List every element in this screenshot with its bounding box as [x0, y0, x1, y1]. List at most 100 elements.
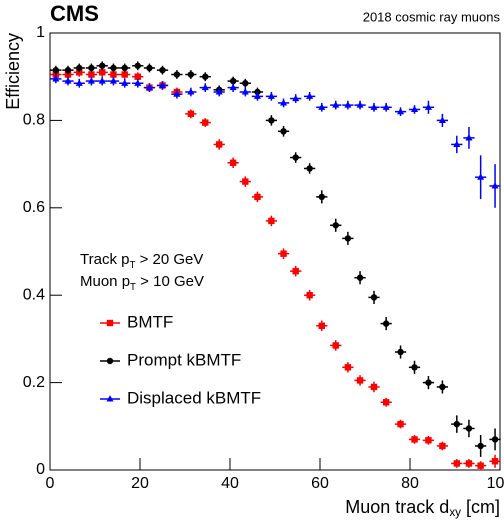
- y-axis-label: Efficiency: [3, 33, 23, 110]
- marker: [241, 88, 249, 95]
- marker: [477, 462, 484, 469]
- marker: [187, 71, 195, 78]
- marker: [424, 103, 432, 110]
- y-tick-label: 0: [36, 461, 45, 478]
- marker: [121, 79, 129, 86]
- marker: [268, 117, 275, 124]
- marker: [306, 165, 313, 172]
- marker: [465, 134, 473, 141]
- marker: [173, 90, 181, 97]
- marker: [370, 103, 378, 110]
- marker: [99, 69, 106, 76]
- marker: [397, 107, 405, 115]
- marker: [344, 364, 352, 371]
- marker: [215, 88, 223, 95]
- marker: [254, 193, 261, 201]
- marker: [134, 79, 142, 86]
- annotation-part: > 20 GeV: [135, 251, 203, 268]
- marker: [439, 442, 446, 450]
- x-axis-label-sub: xy: [449, 506, 461, 519]
- marker: [145, 83, 153, 91]
- marker: [397, 420, 404, 428]
- marker: [411, 436, 418, 443]
- marker: [88, 64, 95, 72]
- y-tick-label: 1: [36, 24, 45, 41]
- legend-marker: [106, 319, 114, 327]
- y-tick-label: 0.6: [23, 199, 45, 216]
- annotation-sub: T: [130, 282, 136, 293]
- marker: [491, 436, 499, 443]
- legend-marker: [106, 395, 114, 402]
- annotation: Track pT > 20 GeV: [80, 251, 203, 271]
- marker: [87, 77, 95, 84]
- y-tick-label: 0.2: [23, 374, 45, 391]
- marker: [332, 342, 339, 349]
- marker: [382, 320, 390, 327]
- marker: [425, 379, 432, 386]
- marker: [98, 77, 106, 84]
- y-tick-label: 0.8: [23, 112, 45, 129]
- marker: [382, 399, 390, 406]
- marker: [292, 94, 300, 102]
- x-tick-label: 0: [46, 475, 55, 492]
- marker: [173, 71, 181, 78]
- annotation-part: Muon p: [80, 273, 130, 290]
- marker: [356, 101, 364, 108]
- legend-label: Displaced kBMTF: [127, 388, 261, 407]
- marker: [187, 88, 195, 95]
- marker: [438, 116, 446, 123]
- marker: [453, 460, 460, 467]
- marker: [370, 294, 378, 301]
- marker: [306, 292, 313, 299]
- x-tick-label: 60: [311, 475, 329, 492]
- x-tick-label: 80: [401, 475, 419, 492]
- marker: [356, 377, 364, 384]
- marker: [109, 77, 117, 84]
- marker: [201, 83, 209, 91]
- x-tick-label: 40: [221, 475, 239, 492]
- marker: [242, 178, 249, 185]
- marker: [477, 173, 485, 180]
- marker: [491, 182, 499, 189]
- x-tick-label: 100: [487, 475, 504, 492]
- marker: [159, 66, 166, 74]
- marker: [134, 73, 141, 80]
- marker: [465, 460, 473, 467]
- marker: [306, 92, 314, 99]
- marker: [268, 217, 275, 225]
- marker: [370, 383, 378, 391]
- annotation-part: Track p: [80, 251, 129, 268]
- marker: [292, 267, 299, 275]
- marker: [280, 99, 288, 106]
- marker: [332, 101, 340, 108]
- marker: [202, 73, 209, 80]
- marker: [146, 64, 153, 72]
- marker: [187, 110, 195, 118]
- marker: [318, 103, 326, 110]
- chart-subtitle: 2018 cosmic ray muons: [363, 9, 501, 24]
- marker: [292, 154, 299, 161]
- legend-label: BMTF: [127, 312, 173, 331]
- marker: [134, 62, 141, 69]
- annotation: Muon pT > 10 GeV: [80, 273, 204, 293]
- marker: [158, 81, 167, 88]
- marker: [242, 80, 249, 87]
- marker: [491, 458, 499, 465]
- marker: [280, 250, 287, 257]
- marker: [88, 71, 95, 78]
- marker: [411, 364, 418, 371]
- marker: [332, 222, 339, 229]
- marker: [280, 128, 287, 135]
- x-axis-label-part: Muon track d: [345, 497, 449, 517]
- marker: [410, 105, 419, 113]
- marker: [229, 159, 237, 166]
- marker: [110, 64, 117, 72]
- marker: [425, 437, 432, 444]
- marker: [344, 235, 352, 242]
- legend-marker: [106, 357, 114, 365]
- x-axis-label-part: [cm]: [461, 497, 500, 517]
- marker: [439, 383, 446, 391]
- marker: [356, 274, 364, 281]
- marker: [121, 64, 128, 72]
